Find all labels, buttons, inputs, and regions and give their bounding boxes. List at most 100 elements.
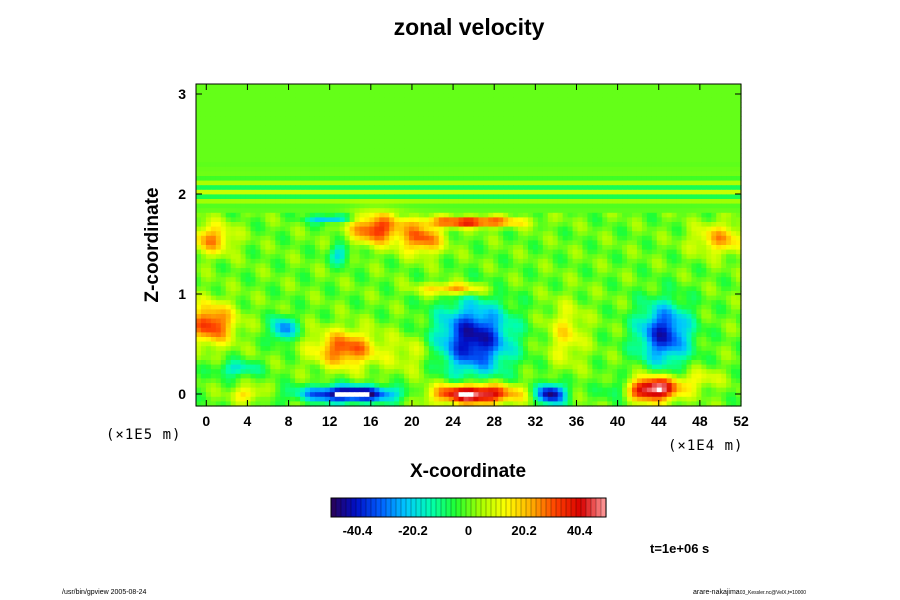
heatmap-cell [220, 185, 227, 191]
heatmap-cell [537, 125, 544, 131]
heatmap-cell [716, 226, 722, 232]
heatmap-cell [716, 286, 722, 292]
heatmap-cell [270, 88, 276, 94]
heatmap-cell [542, 268, 549, 274]
heatmap-cell [374, 107, 380, 113]
heatmap-cell [602, 226, 608, 232]
heatmap-cell [562, 130, 569, 136]
heatmap-cell [240, 254, 247, 260]
heatmap-cell [200, 281, 207, 287]
heatmap-cell [508, 88, 514, 94]
heatmap-cell [344, 263, 351, 269]
heatmap-cell [200, 245, 207, 251]
heatmap-cell [706, 153, 712, 159]
heatmap-cell [225, 254, 232, 260]
heatmap-cell [731, 97, 737, 103]
heatmap-cell [225, 245, 232, 251]
heatmap-cell [706, 176, 712, 182]
heatmap-cell [280, 268, 286, 274]
heatmap-cell [646, 93, 653, 99]
heatmap-cell [344, 93, 351, 99]
heatmap-cell [295, 194, 301, 200]
heatmap-cell [290, 97, 296, 103]
heatmap-cell [716, 139, 722, 145]
heatmap-cell [636, 130, 643, 136]
heatmap-cell [622, 194, 628, 200]
heatmap-cell [329, 139, 336, 145]
heatmap-cell [255, 157, 261, 163]
heatmap-cell [696, 263, 702, 269]
heatmap-cell [716, 240, 722, 246]
heatmap-cell [612, 249, 618, 255]
heatmap-cell [369, 88, 375, 94]
heatmap-cell [622, 254, 628, 260]
heatmap-cell [428, 258, 435, 264]
heatmap-cell [478, 102, 484, 108]
heatmap-cell [270, 157, 276, 163]
heatmap-cell [602, 249, 608, 255]
heatmap-cell [220, 176, 227, 182]
heatmap-cell [632, 143, 638, 149]
heatmap-cell [329, 272, 336, 278]
heatmap-cell [319, 88, 326, 94]
heatmap-cell [309, 125, 316, 131]
heatmap-cell [364, 93, 370, 99]
heatmap-cell [240, 102, 247, 108]
heatmap-cell [324, 217, 331, 223]
heatmap-cell [438, 245, 445, 251]
heatmap-cell [443, 286, 450, 292]
heatmap-cell [453, 245, 460, 251]
heatmap-cell [349, 212, 356, 218]
heatmap-cell [404, 125, 410, 131]
heatmap-cell [394, 272, 400, 278]
heatmap-cell [280, 189, 286, 195]
heatmap-cell [205, 120, 212, 126]
heatmap-cell [428, 97, 435, 103]
heatmap-cell [661, 226, 668, 232]
heatmap-cell [513, 240, 519, 246]
heatmap-cell [547, 231, 554, 237]
heatmap-cell [196, 208, 202, 214]
heatmap-cell [300, 176, 306, 182]
heatmap-cell [295, 93, 301, 99]
heatmap-cell [552, 120, 559, 126]
heatmap-cell [706, 84, 712, 90]
heatmap-cell [547, 102, 554, 108]
heatmap-cell [384, 235, 390, 241]
heatmap-cell [349, 254, 356, 260]
heatmap-cell [438, 176, 445, 182]
heatmap-cell [661, 139, 668, 145]
heatmap-cell [438, 88, 445, 94]
heatmap-cell [721, 166, 727, 172]
heatmap-cell [394, 107, 400, 113]
heatmap-cell [295, 116, 301, 122]
heatmap-cell [676, 153, 683, 159]
heatmap-cell [523, 240, 529, 246]
heatmap-cell [473, 240, 479, 246]
heatmap-cell [433, 162, 440, 168]
heatmap-cell [498, 258, 504, 264]
heatmap-cell [369, 130, 375, 136]
heatmap-cell [488, 231, 494, 237]
heatmap-cell [389, 272, 395, 278]
heatmap-cell [547, 162, 554, 168]
heatmap-cell [523, 286, 529, 292]
heatmap-cell [334, 88, 341, 94]
heatmap-cell [423, 245, 430, 251]
heatmap-cell [210, 139, 217, 145]
heatmap-cell [686, 194, 693, 200]
heatmap-cell [577, 249, 584, 255]
heatmap-cell [200, 97, 207, 103]
heatmap-cell [334, 286, 341, 292]
heatmap-cell [736, 235, 742, 241]
heatmap-cell [394, 281, 400, 287]
heatmap-cell [329, 130, 336, 136]
heatmap-cell [607, 185, 613, 191]
heatmap-cell [552, 281, 559, 287]
heatmap-cell [726, 93, 732, 99]
heatmap-cell [488, 254, 494, 260]
heatmap-cell [661, 235, 668, 241]
heatmap-cell [428, 162, 435, 168]
heatmap-cell [240, 281, 247, 287]
heatmap-cell [498, 88, 504, 94]
